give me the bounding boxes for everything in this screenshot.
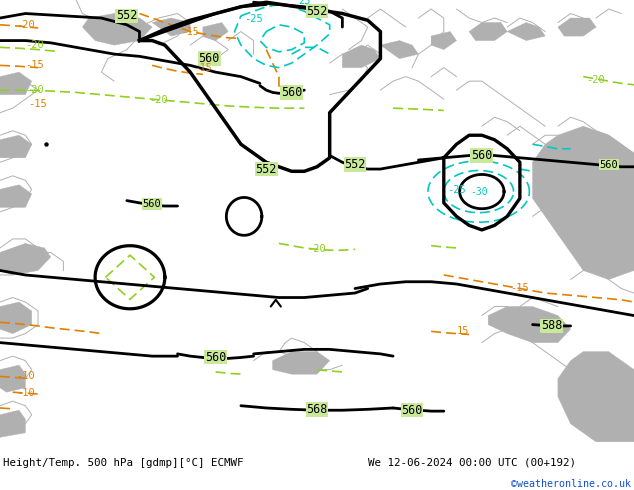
Polygon shape (431, 31, 456, 49)
Text: ©weatheronline.co.uk: ©weatheronline.co.uk (511, 479, 631, 489)
Text: 568: 568 (306, 403, 328, 416)
Text: 552: 552 (116, 9, 138, 22)
Text: 25: 25 (298, 0, 311, 6)
Text: 15: 15 (456, 326, 469, 336)
Polygon shape (507, 23, 545, 41)
Text: 552: 552 (306, 5, 328, 18)
Text: 552: 552 (344, 158, 366, 171)
Text: -10: -10 (16, 371, 35, 381)
Text: 560: 560 (401, 404, 423, 416)
Text: 560: 560 (198, 52, 220, 65)
Polygon shape (0, 185, 32, 207)
Text: -20: -20 (25, 40, 44, 50)
Polygon shape (380, 41, 418, 59)
Text: -25: -25 (244, 14, 263, 24)
Text: -10: -10 (16, 388, 35, 398)
Polygon shape (0, 302, 32, 334)
Polygon shape (342, 45, 380, 68)
Text: 560: 560 (205, 350, 226, 364)
Text: 552: 552 (256, 163, 277, 175)
Polygon shape (0, 72, 32, 95)
Text: -20: -20 (149, 95, 168, 105)
Text: Height/Temp. 500 hPa [gdmp][°C] ECMWF: Height/Temp. 500 hPa [gdmp][°C] ECMWF (3, 458, 243, 467)
Polygon shape (82, 14, 152, 45)
Text: 560: 560 (471, 149, 493, 162)
Text: -20: -20 (25, 85, 44, 95)
Text: We 12-06-2024 00:00 UTC (00+192): We 12-06-2024 00:00 UTC (00+192) (368, 458, 576, 467)
Text: -20: -20 (307, 244, 327, 254)
Polygon shape (273, 352, 330, 374)
Polygon shape (0, 410, 25, 437)
Text: -15: -15 (29, 98, 48, 109)
Text: -15: -15 (194, 63, 212, 73)
Polygon shape (0, 365, 25, 392)
Text: 588: 588 (541, 319, 562, 332)
Text: -15: -15 (25, 60, 44, 70)
Polygon shape (533, 126, 634, 279)
Polygon shape (469, 23, 507, 41)
Polygon shape (0, 135, 32, 158)
Text: 560: 560 (599, 160, 618, 170)
Polygon shape (0, 244, 51, 275)
Polygon shape (558, 352, 634, 442)
Text: 560: 560 (281, 86, 302, 99)
Text: -25: -25 (447, 185, 466, 195)
Text: -20: -20 (16, 20, 35, 30)
Text: -15: -15 (510, 283, 529, 293)
Text: -20: -20 (586, 75, 605, 85)
Polygon shape (203, 23, 228, 41)
Polygon shape (488, 307, 571, 343)
Polygon shape (152, 18, 190, 36)
Text: -30: -30 (470, 187, 488, 196)
Text: -15: -15 (181, 27, 199, 37)
Polygon shape (558, 18, 596, 36)
Text: 560: 560 (143, 199, 162, 209)
